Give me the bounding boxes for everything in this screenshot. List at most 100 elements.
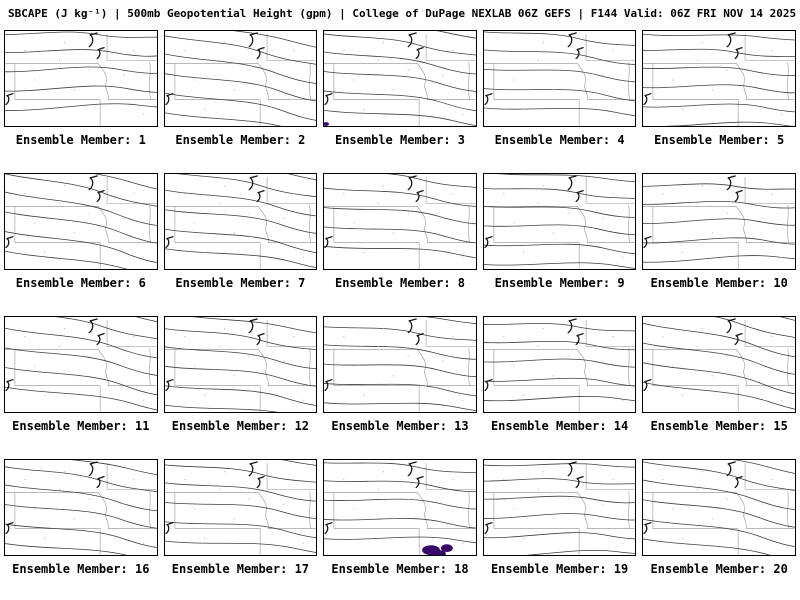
- cape-shading-layer: [324, 122, 330, 126]
- state-borders-layer: [643, 33, 795, 126]
- height-contours-layer: [483, 31, 636, 118]
- ensemble-map: [482, 173, 637, 270]
- ensemble-map: [482, 30, 637, 127]
- station-dots-layer: [343, 42, 464, 115]
- ensemble-member-label: Ensemble Member: 20: [650, 562, 788, 576]
- ensemble-member-label: Ensemble Member: 13: [331, 419, 469, 433]
- ensemble-map: [323, 30, 477, 127]
- ensemble-member-label: Ensemble Member: 10: [650, 276, 788, 290]
- state-borders-layer: [5, 33, 157, 126]
- ensemble-panel: Ensemble Member: 3: [323, 30, 477, 147]
- ensemble-member-label: Ensemble Member: 11: [12, 419, 150, 433]
- ensemble-map: [163, 30, 318, 127]
- wind-barb-icons: [484, 461, 584, 535]
- state-borders-layer: [483, 462, 636, 555]
- ensemble-panel: Ensemble Member: 18: [323, 459, 477, 576]
- ensemble-map: [323, 173, 477, 270]
- state-borders-layer: [643, 462, 795, 555]
- wind-barb-icons: [324, 318, 424, 392]
- ensemble-member-label: Ensemble Member: 4: [494, 133, 625, 147]
- state-borders-layer: [483, 33, 636, 126]
- height-contours-layer: [483, 322, 636, 402]
- cape-shading-layer: [422, 544, 454, 555]
- station-dots-layer: [183, 471, 304, 544]
- station-dots-layer: [24, 42, 145, 115]
- height-contours-layer: [4, 460, 157, 555]
- state-borders-layer: [164, 176, 317, 269]
- wind-barb-icons: [324, 32, 424, 106]
- station-dots-layer: [343, 185, 464, 258]
- wind-barb-icons: [5, 461, 105, 535]
- height-contours-layer: [164, 174, 317, 269]
- page-title: SBCAPE (J kg⁻¹) | 500mb Geopotential Hei…: [8, 7, 797, 20]
- ensemble-map: [163, 173, 318, 270]
- height-contours-layer: [324, 31, 476, 126]
- ensemble-panel: Ensemble Member: 2: [163, 30, 318, 147]
- ensemble-map: [323, 316, 477, 413]
- ensemble-panel: Ensemble Member: 1: [4, 30, 158, 147]
- ensemble-member-label: Ensemble Member: 7: [175, 276, 306, 290]
- height-contours-layer: [643, 317, 796, 412]
- page: SBCAPE (J kg⁻¹) | 500mb Geopotential Hei…: [4, 7, 797, 576]
- ensemble-map: [4, 173, 158, 270]
- ensemble-panel: Ensemble Member: 7: [163, 173, 318, 290]
- wind-barb-icons: [5, 318, 105, 392]
- ensemble-member-label: Ensemble Member: 9: [494, 276, 625, 290]
- station-dots-layer: [662, 42, 783, 115]
- ensemble-member-label: Ensemble Member: 17: [171, 562, 310, 576]
- ensemble-map: [163, 316, 318, 413]
- height-contours-layer: [324, 174, 476, 259]
- ensemble-member-label: Ensemble Member: 12: [171, 419, 310, 433]
- wind-barb-icons: [5, 175, 105, 249]
- ensemble-map: [4, 459, 158, 556]
- station-dots-layer: [503, 42, 624, 115]
- station-dots-layer: [503, 471, 624, 544]
- ensemble-panel: Ensemble Member: 19: [482, 459, 637, 576]
- ensemble-map: [323, 459, 477, 556]
- station-dots-layer: [24, 328, 145, 401]
- height-contours-layer: [324, 317, 476, 412]
- station-dots-layer: [343, 471, 464, 544]
- wind-barb-icons: [164, 175, 265, 249]
- wind-barb-icons: [484, 32, 584, 106]
- ensemble-panel: Ensemble Member: 13: [323, 316, 477, 433]
- station-dots-layer: [183, 42, 304, 115]
- station-dots-layer: [343, 328, 464, 401]
- ensemble-map: [482, 459, 637, 556]
- state-borders-layer: [164, 319, 317, 412]
- height-contours-layer: [4, 31, 157, 111]
- ensemble-panel: Ensemble Member: 10: [642, 173, 796, 290]
- ensemble-panel: Ensemble Member: 12: [163, 316, 318, 433]
- ensemble-map: [642, 173, 796, 270]
- panel-grid: Ensemble Member: 1: [4, 30, 796, 576]
- ensemble-panel: Ensemble Member: 5: [642, 30, 796, 147]
- ensemble-panel: Ensemble Member: 20: [642, 459, 796, 576]
- state-borders-layer: [643, 319, 795, 412]
- station-dots-layer: [503, 185, 624, 258]
- ensemble-map: [642, 316, 796, 413]
- ensemble-map: [4, 316, 158, 413]
- state-borders-layer: [483, 319, 636, 412]
- wind-barb-icons: [484, 318, 584, 392]
- ensemble-member-label: Ensemble Member: 1: [15, 133, 146, 147]
- ensemble-panel: Ensemble Member: 14: [482, 316, 637, 433]
- wind-barb-icons: [643, 175, 744, 249]
- height-contours-layer: [4, 317, 157, 412]
- ensemble-member-label: Ensemble Member: 5: [654, 133, 785, 147]
- ensemble-panel: Ensemble Member: 16: [4, 459, 158, 576]
- wind-barb-icons: [324, 175, 424, 249]
- height-contours-layer: [643, 33, 796, 126]
- state-borders-layer: [324, 462, 476, 555]
- ensemble-panel: Ensemble Member: 4: [482, 30, 637, 147]
- ensemble-panel: Ensemble Member: 8: [323, 173, 477, 290]
- ensemble-panel: Ensemble Member: 11: [4, 316, 158, 433]
- ensemble-member-label: Ensemble Member: 16: [12, 562, 150, 576]
- state-borders-layer: [483, 176, 636, 269]
- station-dots-layer: [24, 471, 145, 544]
- state-borders-layer: [324, 176, 476, 269]
- state-borders-layer: [5, 319, 157, 412]
- ensemble-panel: Ensemble Member: 9: [482, 173, 637, 290]
- wind-barb-icons: [643, 318, 744, 392]
- height-contours-layer: [643, 183, 796, 263]
- ensemble-panel: Ensemble Member: 15: [642, 316, 796, 433]
